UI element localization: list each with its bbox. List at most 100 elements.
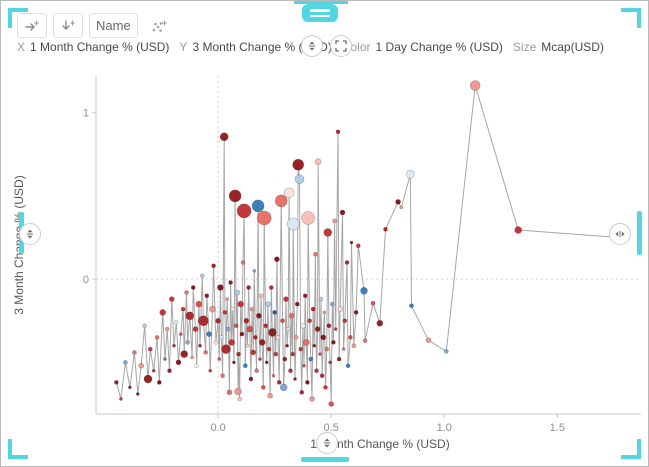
data-point[interactable] (293, 377, 297, 381)
data-point[interactable] (119, 397, 123, 401)
x-range-spinner-button[interactable] (609, 223, 631, 245)
data-point[interactable] (274, 256, 280, 263)
data-point[interactable] (234, 289, 241, 296)
data-point[interactable] (268, 285, 274, 290)
data-point[interactable] (268, 328, 277, 337)
data-point[interactable] (190, 355, 194, 360)
data-point[interactable] (285, 326, 291, 332)
data-point[interactable] (337, 306, 344, 312)
data-point[interactable] (255, 312, 262, 319)
data-point[interactable] (298, 346, 304, 352)
data-point[interactable] (288, 312, 295, 319)
data-point[interactable] (286, 217, 300, 231)
size-binding-value[interactable]: Mcap(USD) (541, 40, 604, 54)
data-point[interactable] (283, 296, 289, 302)
data-point[interactable] (253, 335, 258, 340)
data-point[interactable] (329, 301, 335, 307)
data-point[interactable] (185, 311, 195, 321)
data-point[interactable] (276, 380, 282, 385)
data-point[interactable] (355, 243, 361, 249)
data-point[interactable] (328, 401, 335, 407)
data-point[interactable] (323, 228, 333, 237)
data-point[interactable] (339, 209, 346, 216)
data-point[interactable] (271, 373, 276, 378)
data-point[interactable] (164, 326, 170, 332)
data-point[interactable] (351, 343, 357, 349)
data-point[interactable] (395, 199, 401, 205)
data-point[interactable] (246, 285, 251, 290)
data-point[interactable] (313, 251, 318, 257)
data-point[interactable] (290, 351, 296, 357)
data-point[interactable] (192, 326, 199, 332)
data-point[interactable] (328, 360, 332, 365)
data-point[interactable] (204, 293, 210, 299)
selection-corner-bottom-left[interactable] (8, 439, 28, 459)
data-point[interactable] (225, 297, 229, 301)
data-point[interactable] (243, 317, 250, 324)
right-scroll-thumb[interactable] (637, 211, 642, 255)
name-button[interactable]: Name (89, 13, 138, 38)
data-point[interactable] (243, 363, 248, 369)
data-point[interactable] (136, 392, 140, 396)
data-point[interactable] (318, 352, 322, 356)
data-point[interactable] (307, 318, 313, 324)
data-point[interactable] (265, 301, 271, 307)
data-point[interactable] (167, 368, 172, 374)
data-point[interactable] (114, 380, 119, 385)
data-point[interactable] (211, 263, 216, 269)
data-point[interactable] (256, 210, 272, 226)
data-point[interactable] (353, 310, 359, 315)
data-point[interactable] (249, 306, 255, 312)
data-point[interactable] (405, 169, 415, 179)
data-point[interactable] (215, 317, 221, 324)
data-point[interactable] (154, 335, 160, 340)
data-point[interactable] (142, 323, 147, 329)
data-point[interactable] (349, 240, 354, 245)
data-point[interactable] (280, 318, 285, 324)
data-point[interactable] (348, 335, 353, 340)
selection-corner-top-right[interactable] (621, 8, 641, 28)
data-point[interactable] (288, 368, 293, 374)
data-point[interactable] (157, 380, 162, 385)
data-point[interactable] (184, 290, 189, 295)
data-point[interactable] (275, 335, 281, 340)
data-point[interactable] (336, 356, 342, 362)
data-point[interactable] (254, 368, 259, 374)
data-point[interactable] (226, 389, 233, 396)
data-point[interactable] (294, 301, 300, 307)
data-point[interactable] (310, 306, 316, 312)
data-point[interactable] (190, 285, 196, 290)
data-point[interactable] (206, 331, 212, 337)
data-point[interactable] (209, 305, 216, 313)
data-point[interactable] (251, 199, 265, 213)
down-arrow-plus-button[interactable] (53, 13, 83, 38)
data-point[interactable] (163, 357, 167, 361)
data-point[interactable] (293, 335, 299, 340)
data-point[interactable] (260, 385, 266, 390)
data-point[interactable] (342, 318, 348, 324)
data-point[interactable] (333, 327, 338, 331)
data-point[interactable] (226, 326, 231, 332)
y-binding-value[interactable]: 3 Month Change % (USD) (192, 40, 332, 54)
data-point[interactable] (266, 346, 272, 352)
data-point[interactable] (175, 359, 182, 366)
data-point[interactable] (198, 315, 209, 327)
maximize-button[interactable] (330, 35, 352, 57)
data-point[interactable] (228, 339, 235, 346)
data-point[interactable] (240, 260, 246, 265)
data-point[interactable] (194, 363, 199, 369)
color-binding-value[interactable]: 1 Day Change % (USD) (375, 40, 503, 54)
data-point[interactable] (237, 300, 244, 308)
data-point[interactable] (258, 293, 264, 299)
data-point[interactable] (222, 310, 228, 315)
data-point[interactable] (236, 203, 252, 219)
data-point[interactable] (264, 360, 269, 365)
data-point[interactable] (232, 360, 236, 365)
data-point[interactable] (514, 226, 523, 234)
data-point[interactable] (282, 356, 288, 362)
data-point[interactable] (272, 310, 278, 315)
data-point[interactable] (237, 396, 242, 402)
data-point[interactable] (318, 296, 324, 302)
drag-handle-pill[interactable] (302, 4, 338, 22)
data-point[interactable] (323, 385, 328, 390)
